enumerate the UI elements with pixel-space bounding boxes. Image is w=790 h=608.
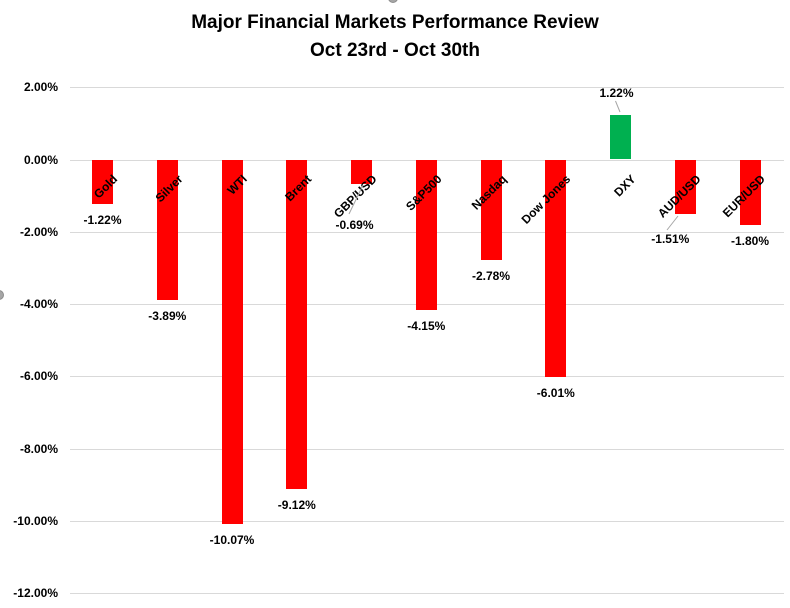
gridline (70, 593, 784, 595)
y-axis-tick-label: -8.00% (19, 441, 58, 456)
leader-line-dxy (615, 100, 621, 113)
gridline (70, 521, 784, 522)
gridline (70, 376, 784, 378)
chart-title: Major Financial Markets Performance Revi… (0, 9, 790, 65)
data-label-aud-usd: -1.51% (651, 232, 690, 246)
leader-line-aud-usd (666, 215, 679, 231)
bar-dxy[interactable] (610, 115, 631, 160)
y-axis-tick-label: -12.00% (13, 586, 58, 601)
data-label-dxy: 1.22% (599, 86, 634, 100)
data-label-s-p500: -4.15% (407, 318, 446, 333)
bar-eur-usd[interactable] (739, 159, 761, 225)
bar-s-p500[interactable] (415, 159, 437, 310)
bar-brent[interactable] (286, 159, 308, 490)
data-label-dow-jones: -6.01% (536, 385, 575, 400)
y-axis-tick-label: -2.00% (19, 224, 58, 239)
data-label-silver: -3.89% (148, 309, 187, 324)
y-axis-tick-label: -6.00% (19, 369, 58, 384)
y-axis-tick-label: 2.00% (23, 80, 58, 95)
data-label-nasdaq: -2.78% (471, 269, 511, 283)
bar-gold[interactable] (92, 159, 113, 204)
chart-selection-handle-top[interactable] (388, 0, 398, 3)
y-axis-tick-label: -4.00% (19, 297, 58, 312)
bar-wti[interactable] (221, 159, 243, 524)
category-label-dxy: DXY (611, 171, 639, 199)
bar-dow-jones[interactable] (545, 159, 567, 377)
bar-nasdaq[interactable] (480, 159, 502, 260)
bar-silver[interactable] (156, 159, 178, 301)
chart-title-line1: Major Financial Markets Performance Revi… (191, 12, 599, 33)
chart-title-line2: Oct 23rd - Oct 30th (310, 40, 480, 61)
y-axis-tick-label: -10.00% (13, 514, 58, 528)
data-label-gold: -1.22% (83, 212, 122, 227)
data-label-wti: -10.07% (209, 532, 255, 547)
gridline (70, 87, 784, 89)
bar-aud-usd[interactable] (674, 159, 696, 215)
data-label-brent: -9.12% (277, 498, 316, 513)
data-label-eur-usd: -1.80% (730, 233, 770, 248)
gridline (70, 448, 784, 450)
y-axis-tick-label: 0.00% (23, 152, 58, 167)
bar-gbp-usd[interactable] (351, 159, 372, 185)
data-label-gbp-usd: -0.69% (335, 218, 374, 232)
